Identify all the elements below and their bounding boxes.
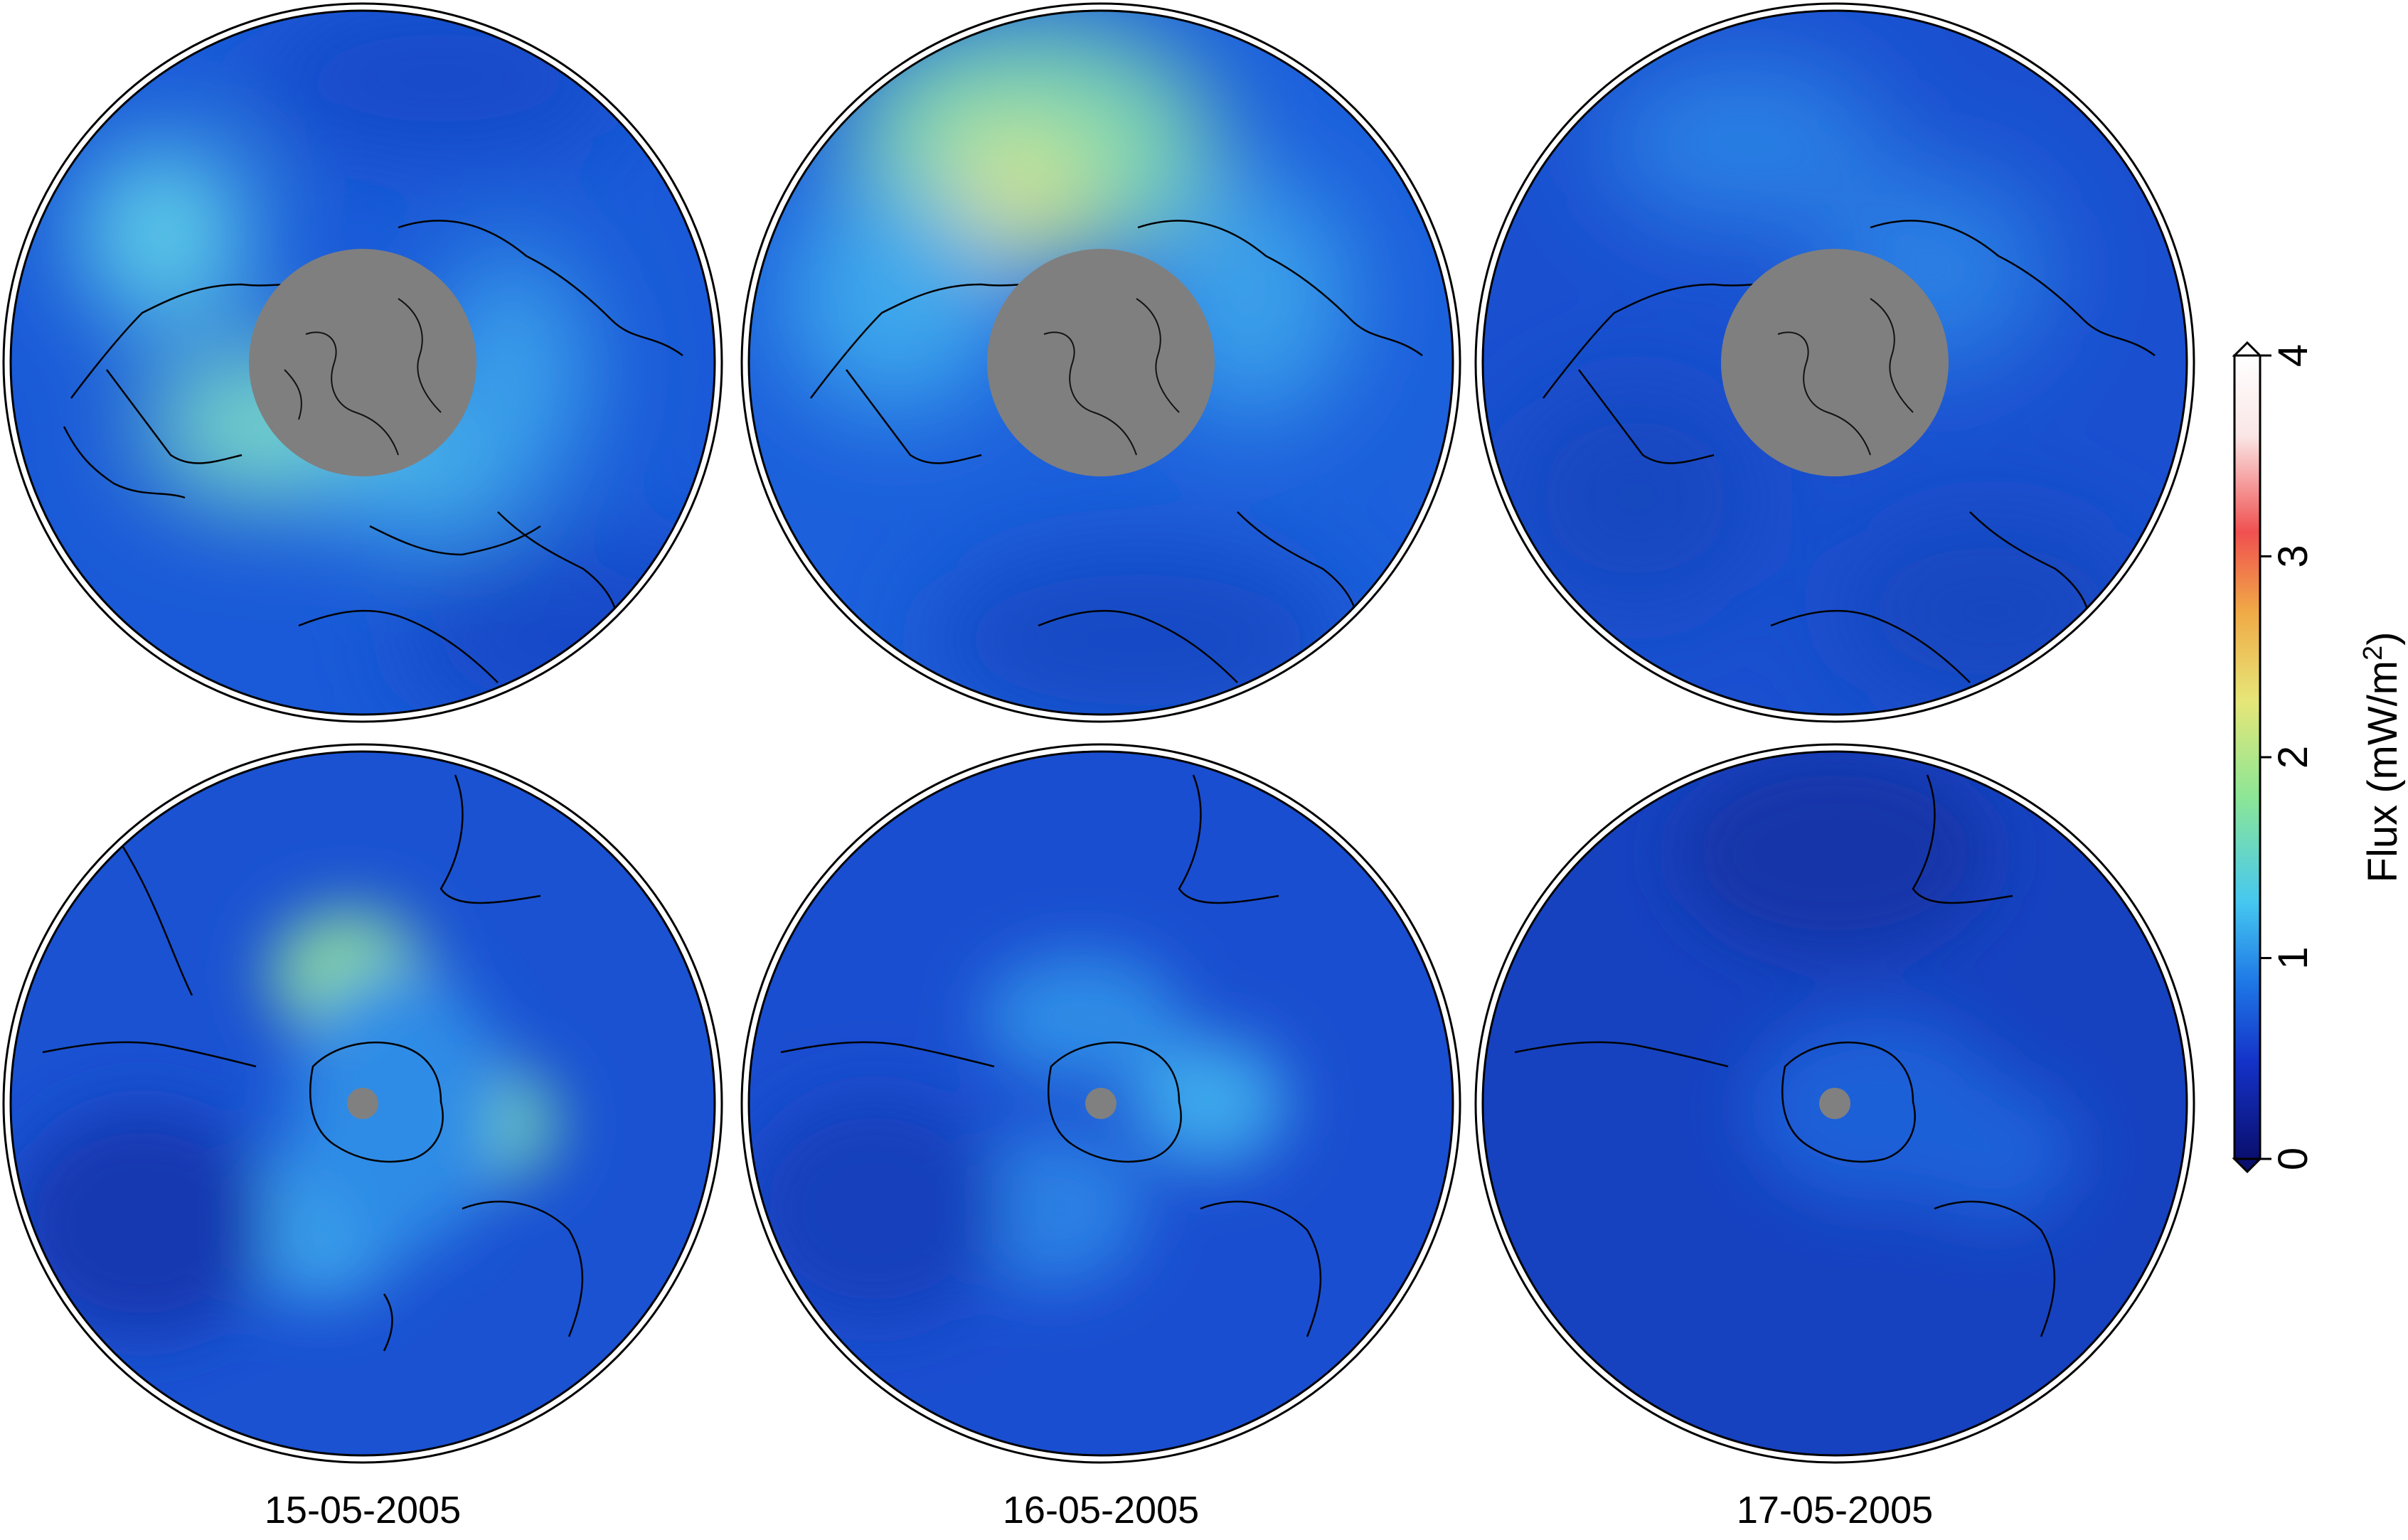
colorbar-extend-max [2232, 341, 2263, 357]
coastlines [1514, 774, 2056, 1337]
panel-south-16 [740, 743, 1461, 1464]
colorbar-title: Flux (mW/m2) [2358, 632, 2406, 883]
polar-cap [1819, 1088, 1850, 1119]
panel-inner-ring [1481, 9, 2188, 716]
colorbar-tick-label: 1 [2270, 946, 2316, 969]
colorbar-tick-label: 3 [2270, 545, 2316, 567]
colorbar: 0 1 2 3 4 Flux (mW/m2) [2232, 341, 2406, 1174]
panel-inner-ring [9, 750, 716, 1457]
date-label-16: 16-05-2005 [1003, 1489, 1199, 1531]
panel-north-15 [2, 2, 723, 723]
panel-inner-ring [9, 9, 716, 716]
panel-north-16 [740, 2, 1461, 723]
colorbar-tick-label: 2 [2270, 746, 2316, 769]
date-label-15: 15-05-2005 [265, 1489, 461, 1531]
panel-inner-ring [1481, 750, 2188, 1457]
polar-cap [347, 1088, 378, 1119]
coastlines [780, 774, 1322, 1337]
date-label-17: 17-05-2005 [1737, 1489, 1933, 1531]
polar-cap [249, 249, 476, 476]
panel-inner-ring [747, 750, 1454, 1457]
colorbar-tick-label: 0 [2270, 1148, 2316, 1170]
polar-cap [1721, 249, 1949, 476]
polar-cap [1085, 1088, 1117, 1119]
panel-south-17 [1474, 743, 2195, 1464]
colorbar-tick-label: 4 [2270, 344, 2316, 367]
panel-south-15 [2, 743, 723, 1464]
polar-cap [987, 249, 1215, 476]
colorbar-extend-min [2232, 1157, 2263, 1174]
panel-inner-ring [747, 9, 1454, 716]
panel-north-17 [1474, 2, 2195, 723]
colorbar-bar [2233, 354, 2262, 1160]
